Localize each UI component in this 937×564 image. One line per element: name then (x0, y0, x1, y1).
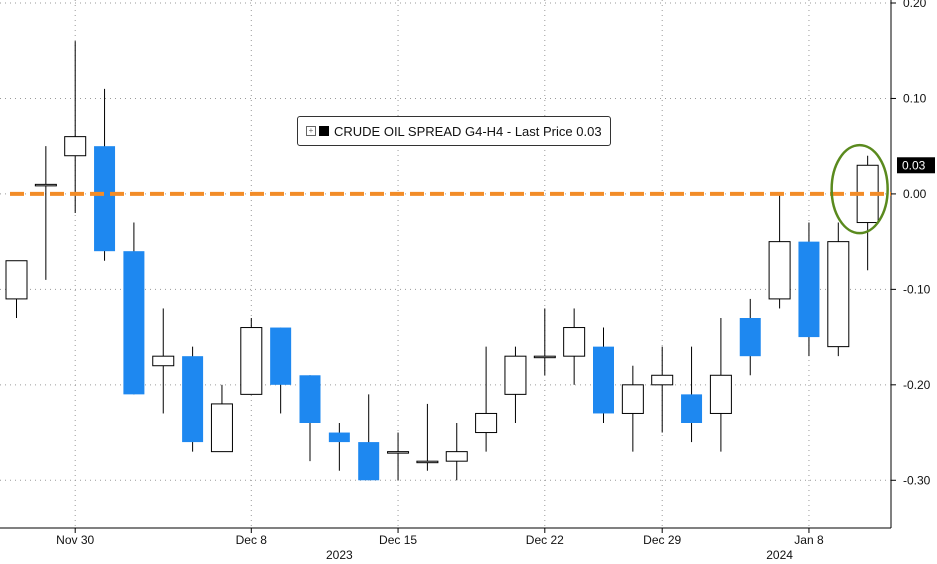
candle (94, 88, 116, 261)
legend-swatch (319, 126, 329, 136)
candle-body (270, 327, 292, 385)
candle (798, 222, 820, 357)
candle (739, 298, 761, 376)
candle (270, 327, 292, 414)
x-year-label: 2024 (766, 548, 793, 562)
x-tick-label: Jan 8 (794, 533, 824, 547)
candle (681, 346, 703, 443)
candle (827, 222, 850, 357)
candle (651, 346, 674, 433)
x-tick-label: Dec 15 (379, 533, 417, 547)
candle (475, 346, 498, 452)
x-tick-label: Dec 29 (643, 533, 681, 547)
candle (240, 318, 263, 395)
candle (210, 384, 233, 453)
candle-body (299, 375, 321, 423)
candle-body (563, 327, 586, 357)
y-tick-label: 0.10 (903, 91, 927, 105)
candle (563, 308, 586, 385)
candle-body (739, 318, 761, 357)
candle-body (621, 384, 644, 414)
candle (299, 375, 321, 462)
candle-body (387, 451, 410, 454)
candle-body (533, 355, 556, 359)
candle (621, 365, 644, 452)
candle (416, 403, 439, 471)
candle-body (475, 412, 498, 434)
candle (709, 318, 732, 452)
legend: + CRUDE OIL SPREAD G4-H4 - Last Price 0.… (297, 116, 611, 146)
candle-body (709, 374, 732, 414)
candle-body (64, 136, 87, 157)
candle-body (94, 146, 116, 252)
candles (5, 41, 879, 481)
candle-body (182, 356, 204, 443)
grid-lines (0, 0, 891, 528)
candle-body (5, 260, 28, 300)
candle-body (798, 241, 820, 338)
candle (64, 41, 87, 213)
candle (358, 394, 380, 481)
last-price-tag-label: 0.03 (902, 158, 926, 172)
candle (533, 308, 556, 376)
last-price-tag: 0.03 (897, 157, 935, 174)
x-axis: Nov 30 Dec 8 Dec 15 Dec 22 Dec 29 Jan 8 2023 20… (56, 528, 824, 562)
y-tick-label: -0.20 (903, 378, 931, 392)
candle (123, 222, 145, 395)
candle-body (34, 183, 57, 187)
y-axis: 0.20 0.10 0.00 -0.10 -0.20 -0.30 (891, 0, 931, 487)
y-tick-label: -0.10 (903, 282, 931, 296)
legend-label: CRUDE OIL SPREAD G4-H4 - Last Price 0.03 (334, 123, 602, 139)
candle-body (651, 374, 674, 386)
candle-body (504, 355, 527, 395)
y-tick-label: -0.30 (903, 473, 931, 487)
last-price-tag-box (897, 157, 935, 174)
candle-body (768, 241, 791, 300)
candle-body (152, 355, 175, 367)
candle-body (240, 327, 263, 395)
x-tick-label: Nov 30 (56, 533, 94, 547)
candle-body (416, 460, 439, 464)
candle-body (328, 432, 350, 443)
candle (182, 346, 204, 452)
x-tick-label: Dec 22 (526, 533, 564, 547)
x-year-label: 2023 (326, 548, 353, 562)
candle (856, 155, 879, 271)
candle-body (123, 251, 145, 395)
candle-body (827, 241, 850, 348)
candle-body (445, 451, 468, 462)
candle (445, 423, 468, 481)
legend-expand-icon[interactable]: + (306, 126, 316, 136)
candle (5, 260, 28, 318)
x-tick-label: Dec 8 (236, 533, 268, 547)
candle-body (681, 394, 703, 423)
candle (387, 432, 410, 481)
candle (152, 308, 175, 414)
y-tick-label: 0.20 (903, 0, 927, 10)
y-tick-label: 0.00 (903, 187, 927, 201)
candle-body (593, 346, 614, 414)
candle-body (358, 442, 380, 481)
candle (34, 146, 57, 280)
candle (328, 423, 350, 471)
candle (504, 346, 527, 423)
candle (593, 327, 614, 423)
candle-body (210, 403, 233, 453)
candle (768, 193, 791, 309)
highlight-circle (830, 143, 889, 235)
